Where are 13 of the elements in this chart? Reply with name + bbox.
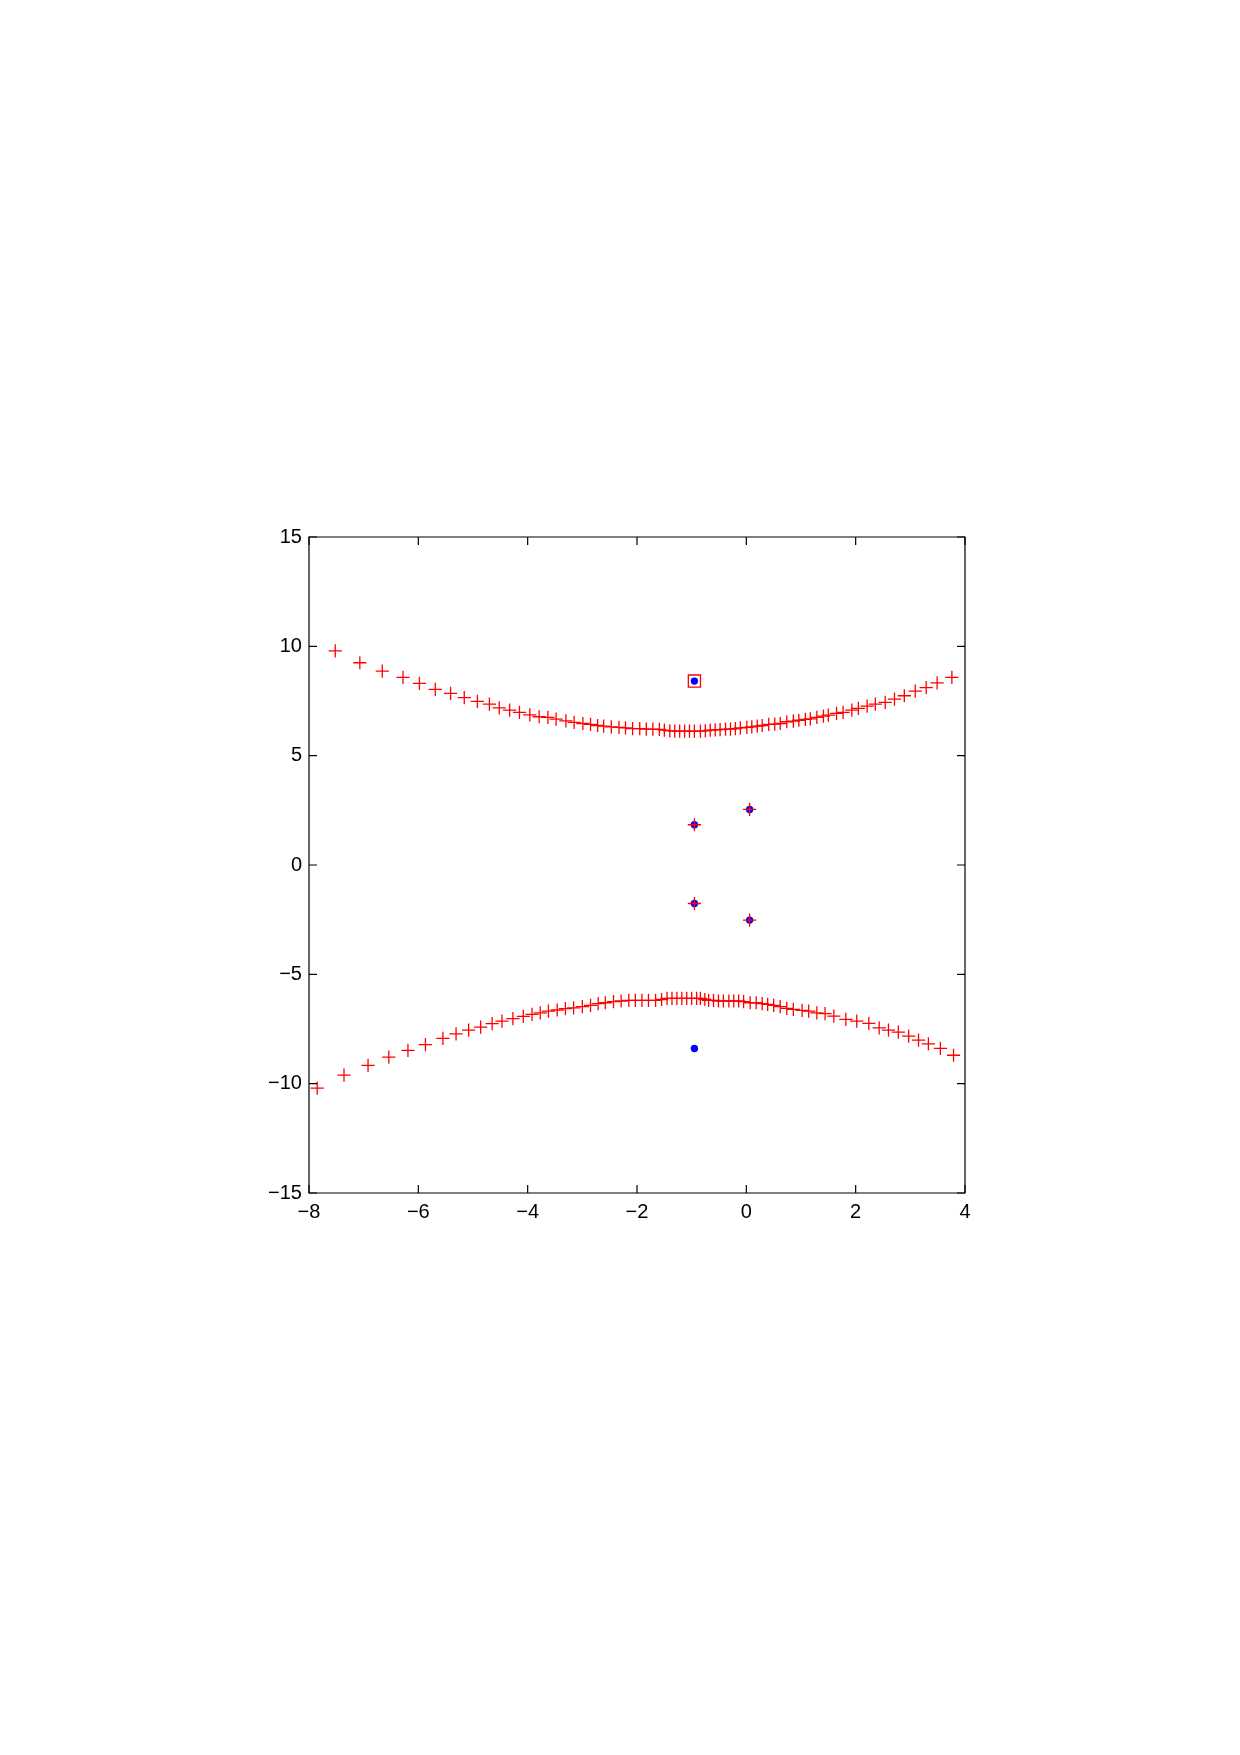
x-tick-label: 0 — [740, 1199, 752, 1222]
y-tick-label: 0 — [290, 852, 302, 875]
y-tick-label: −10 — [268, 1071, 302, 1094]
y-tick-label: −5 — [279, 961, 302, 984]
x-tick-label: 2 — [850, 1199, 862, 1222]
x-tick-label: −4 — [516, 1199, 540, 1222]
x-tick-label: −2 — [625, 1199, 649, 1222]
y-tick-label: 10 — [279, 633, 302, 656]
point — [690, 1044, 699, 1053]
y-tick-label: 15 — [279, 524, 302, 547]
x-tick-label: 4 — [959, 1199, 971, 1222]
x-tick-label: −6 — [406, 1199, 430, 1222]
y-tick-label: 5 — [290, 743, 302, 766]
